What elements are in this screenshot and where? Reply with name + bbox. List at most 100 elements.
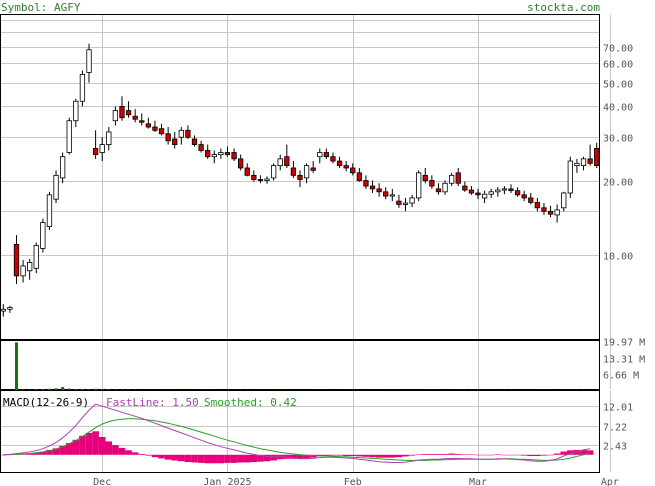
macd-hist-bar [454, 453, 462, 455]
candle-body [376, 188, 382, 193]
macd-hist-bar [263, 454, 271, 462]
macd-hist-bar [560, 451, 568, 455]
x-axis-label: Jan 2025 [203, 477, 251, 486]
volume-bar [41, 389, 45, 390]
macd-hist-bar [217, 454, 225, 464]
macd-hist-bar [540, 454, 548, 456]
macd-hist-bar [164, 454, 172, 460]
volume-bar [67, 388, 71, 390]
macd-hist-bar [158, 454, 165, 459]
symbol-header: Symbol: AGFY [1, 1, 80, 14]
volume-bar [14, 342, 18, 390]
candle-body [481, 193, 488, 199]
candle-body [152, 126, 158, 131]
macd-hist-bar [79, 435, 86, 455]
candle-body [488, 191, 494, 195]
candle-body [587, 158, 593, 164]
y-tick-label: 70.00 [603, 44, 633, 55]
candle-body [547, 210, 554, 215]
macd-hist-bar [435, 453, 442, 455]
macd-title: MACD(12-26-9) [3, 396, 89, 409]
candle-body [158, 128, 165, 135]
macd-hist-bar [534, 454, 541, 456]
volume-bar [100, 389, 104, 390]
candle-body [165, 133, 171, 142]
candle-body [389, 194, 395, 197]
macd-hist-bar [72, 439, 80, 455]
macd-hist-bar [323, 454, 330, 456]
macd-hist-bar [520, 454, 528, 456]
candle-body [541, 207, 547, 212]
macd-hist-bar [32, 452, 40, 455]
macd-hist-bar [395, 454, 403, 458]
candle-body [205, 150, 211, 158]
candle-body [383, 191, 389, 197]
macd-smoothed-label: Smoothed: 0.42 [204, 396, 297, 409]
macd-tick-label: 12.01 [603, 403, 633, 414]
volume-bar [74, 389, 78, 390]
macd-hist-bar [329, 454, 337, 456]
candle-body [369, 185, 376, 190]
macd-hist-bar [270, 454, 277, 461]
y-tick-label: 40.00 [603, 103, 633, 114]
macd-hist-bar [362, 454, 370, 457]
candle-body [521, 194, 527, 199]
macd-hist-bar [553, 453, 561, 455]
macd-hist-bar [468, 454, 475, 455]
candle-body [284, 156, 290, 167]
candle-body [185, 129, 191, 138]
candle-body [13, 244, 20, 277]
macd-hist-bar [151, 454, 159, 458]
volume-bar [107, 389, 111, 390]
x-axis-label: Feb [344, 477, 362, 486]
price-panel [0, 14, 600, 340]
macd-hist-bar [356, 454, 363, 457]
macd-hist-bar [197, 454, 205, 463]
candle-body [264, 178, 270, 181]
macd-hist-bar [46, 449, 53, 455]
macd-hist-bar [481, 454, 488, 456]
candle-body [270, 165, 277, 179]
macd-hist-bar [547, 454, 554, 456]
macd-hist-bar [52, 448, 60, 455]
candle-body [172, 138, 178, 145]
macd-hist-bar [494, 454, 502, 455]
candle-body [73, 100, 79, 122]
candle-body [211, 154, 217, 158]
y-tick-label: 60.00 [603, 60, 633, 71]
candle-body [310, 167, 316, 171]
candle-body [580, 158, 587, 167]
macd-hist-bar [448, 453, 455, 455]
macd-hist-bar [441, 453, 449, 455]
macd-hist-bar [567, 450, 574, 455]
candle-body [33, 245, 39, 269]
macd-hist-bar [59, 445, 66, 455]
macd-hist-bar [501, 454, 508, 456]
macd-hist-bar [382, 454, 390, 458]
candle-body [145, 123, 151, 128]
macd-hist-bar [237, 454, 244, 463]
candle-body [79, 73, 86, 102]
candle-body [27, 262, 33, 272]
candle-body [238, 158, 244, 169]
candle-body [455, 172, 461, 184]
macd-hist-bar [487, 454, 495, 456]
candle-body [244, 167, 250, 176]
candle-body [462, 185, 468, 191]
candle-body [251, 174, 257, 180]
macd-hist-bar [105, 441, 113, 455]
macd-hist-bar [421, 453, 429, 455]
candle-body [594, 148, 600, 167]
macd-hist-bar [178, 454, 185, 462]
macd-hist-bar [415, 454, 422, 455]
macd-hist-bar [573, 449, 581, 455]
candle-body [336, 160, 343, 167]
volume-bar [80, 389, 84, 390]
candle-body [224, 152, 231, 155]
macd-hist-bar [138, 453, 146, 455]
candle-body [416, 172, 422, 199]
candle-body [66, 120, 72, 153]
candle-body [561, 192, 567, 209]
macd-hist-bar [474, 454, 482, 456]
